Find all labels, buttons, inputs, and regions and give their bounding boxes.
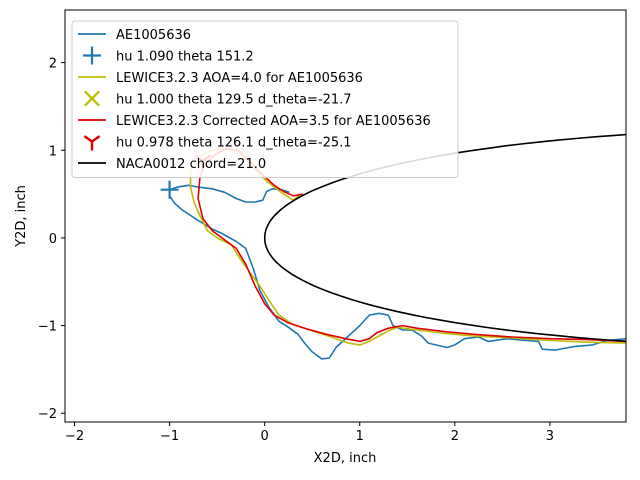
legend-marker bbox=[83, 135, 101, 151]
legend-label: LEWICE3.2.3 AOA=4.0 for AE1005636 bbox=[116, 71, 363, 86]
x-tick-label: 2 bbox=[451, 429, 459, 444]
x-tick-label: −1 bbox=[160, 429, 179, 444]
x-tick-label: 3 bbox=[546, 429, 554, 444]
y-tick-label: 1 bbox=[49, 144, 57, 159]
y-tick-label: 2 bbox=[49, 57, 57, 72]
y-tick-label: −2 bbox=[38, 407, 57, 422]
legend-item-hu-0-978-theta-126-1-d-theta-25-1: hu 0.978 theta 126.1 d_theta=-25.1 bbox=[83, 135, 352, 151]
legend-item-hu-1-000-theta-129-5-d-theta-21-7: hu 1.000 theta 129.5 d_theta=-21.7 bbox=[84, 90, 352, 108]
y-axis-label: Y2D, inch bbox=[14, 185, 29, 248]
x-axis: −2 −1 0 1 2 3 bbox=[65, 422, 554, 444]
legend-item-lewice3-2-3-aoa-4-0-for-ae1005636: LEWICE3.2.3 AOA=4.0 for AE1005636 bbox=[78, 71, 363, 86]
legend-label: hu 1.090 theta 151.2 bbox=[116, 50, 254, 65]
y-tick-label: 0 bbox=[49, 232, 57, 247]
legend-label: hu 0.978 theta 126.1 d_theta=-25.1 bbox=[116, 136, 352, 151]
legend-label: LEWICE3.2.3 Corrected AOA=3.5 for AE1005… bbox=[116, 114, 431, 129]
legend-label: hu 1.000 theta 129.5 d_theta=-21.7 bbox=[116, 93, 352, 108]
legend-item-ae1005636: AE1005636 bbox=[78, 28, 191, 43]
legend: AE1005636 hu 1.090 theta 151.2 LEWICE3.2.3… bbox=[71, 20, 459, 178]
legend-item-hu-1-090-theta-151-2: hu 1.090 theta 151.2 bbox=[83, 46, 254, 65]
legend-label: NACA0012 chord=21.0 bbox=[116, 157, 266, 172]
x-tick-label: 1 bbox=[356, 429, 364, 444]
legend-item-naca0012-chord-21-0: NACA0012 chord=21.0 bbox=[78, 157, 266, 172]
x-tick-label: −2 bbox=[65, 429, 84, 444]
legend-label: AE1005636 bbox=[116, 28, 191, 43]
series-line-ae1005636 bbox=[168, 184, 626, 360]
x-tick-label: 0 bbox=[261, 429, 269, 444]
legend-box bbox=[71, 20, 459, 178]
legend-marker bbox=[84, 90, 100, 107]
legend-item-lewice3-2-3-corrected-aoa-3-5-for-ae1005636: LEWICE3.2.3 Corrected AOA=3.5 for AE1005… bbox=[78, 114, 431, 129]
axes-frame bbox=[64, 9, 627, 423]
series-line-naca0012-chord-21-0 bbox=[263, 133, 626, 343]
series-marker-hu-1-090-theta-151-2 bbox=[160, 180, 179, 199]
y-axis: −2 −1 0 1 2 bbox=[38, 57, 65, 422]
x-axis-label: X2D, inch bbox=[314, 451, 377, 466]
legend-marker bbox=[83, 46, 101, 65]
y-tick-label: −1 bbox=[38, 320, 57, 335]
